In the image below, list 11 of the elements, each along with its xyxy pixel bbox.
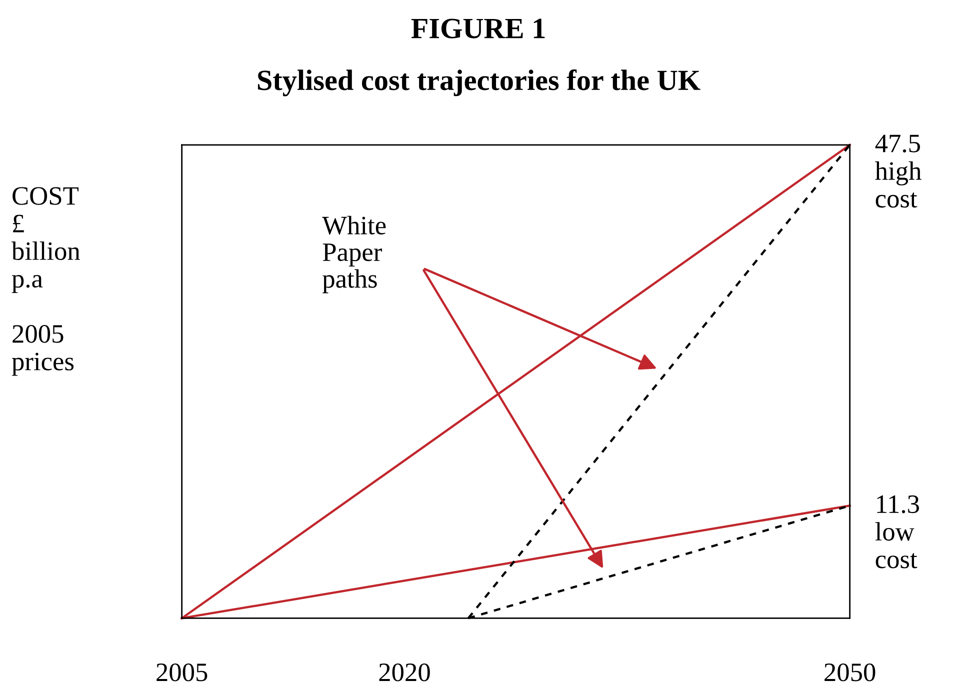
data-label: 47.5 xyxy=(875,134,920,152)
series-label: high cost xyxy=(875,161,922,208)
x-tick-label: 2005 xyxy=(156,663,208,682)
chart-subtitle: Stylised cost trajectories for the UK xyxy=(258,69,700,96)
x-tick-label: 2020 xyxy=(379,663,430,682)
x-tick-label: 2050 xyxy=(824,663,876,682)
series-label: low cost xyxy=(875,522,918,568)
chart-title: FIGURE 1 xyxy=(411,18,545,38)
annotation: White Paper paths xyxy=(322,216,386,294)
text: COST £ billion p.a 2005 prices xyxy=(11,187,80,376)
data-label: 11.3 xyxy=(877,495,919,514)
